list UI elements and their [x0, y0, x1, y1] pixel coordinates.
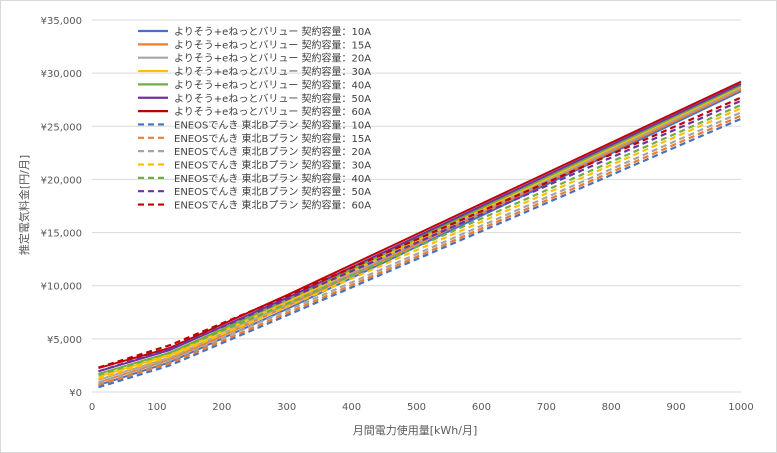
legend-label: ENEOSでんき 東北Bプラン 契約容量：15A: [174, 132, 371, 145]
x-tick-label: 400: [342, 402, 361, 413]
x-tick-label: 500: [407, 402, 426, 413]
x-tick-label: 1000: [728, 402, 753, 413]
x-tick-label: 700: [537, 402, 556, 413]
y-tick-label: ¥0: [69, 388, 82, 399]
legend-label: ENEOSでんき 東北Bプラン 契約容量：10A: [174, 118, 371, 131]
x-tick-label: 800: [602, 402, 621, 413]
series-line-7: [98, 80, 742, 370]
legend-label: ENEOSでんき 東北Bプラン 契約容量：20A: [174, 145, 371, 158]
legend-label: よりそう+eねっとバリュー 契約容量：10A: [174, 25, 371, 38]
y-tick-label: ¥10,000: [41, 282, 82, 293]
legend-label: よりそう+eねっとバリュー 契約容量：40A: [174, 78, 371, 91]
y-tick-label: ¥5,000: [47, 335, 82, 346]
y-axis-title: 推定電気料金[円/月]: [17, 155, 31, 255]
y-tick-label: ¥35,000: [41, 16, 82, 27]
legend-label: ENEOSでんき 東北Bプラン 契約容量：60A: [174, 199, 371, 212]
series-line-2: [98, 88, 742, 384]
y-tick-label: ¥25,000: [41, 122, 82, 133]
series-line-5: [98, 84, 742, 375]
x-tick-label: 200: [212, 402, 231, 413]
legend-label: よりそう+eねっとバリュー 契約容量：50A: [174, 92, 371, 105]
x-tick-label: 0: [89, 402, 95, 413]
legend-label: ENEOSでんき 東北Bプラン 契約容量：30A: [174, 159, 371, 172]
y-tick-label: ¥20,000: [41, 175, 82, 186]
y-tick-label: ¥15,000: [41, 229, 82, 240]
x-axis-ticks: 0 100 200 300 400 500 600 700 800 900 1000: [89, 402, 754, 413]
legend-label: よりそう+eねっとバリュー 契約容量：15A: [174, 38, 371, 51]
legend-label: よりそう+eねっとバリュー 契約容量：30A: [174, 65, 371, 78]
x-axis-title: 月間電力使用量[kWh/月]: [353, 424, 478, 437]
legend-label: よりそう+eねっとバリュー 契約容量：20A: [174, 52, 371, 65]
x-tick-label: 600: [472, 402, 491, 413]
y-tick-label: ¥30,000: [41, 69, 82, 80]
x-tick-label: 100: [147, 402, 166, 413]
series-line-1: [98, 90, 742, 387]
series-line-4: [98, 85, 742, 378]
y-axis-ticks: ¥0 ¥5,000 ¥10,000 ¥15,000 ¥20,000 ¥25,000 ¥30,…: [41, 16, 82, 399]
x-tick-label: 300: [277, 402, 296, 413]
x-tick-label: 900: [667, 402, 686, 413]
legend-label: よりそう+eねっとバリュー 契約容量：60A: [174, 105, 371, 118]
series-lines: [98, 80, 742, 389]
series-line-6: [98, 82, 742, 373]
legend-label: ENEOSでんき 東北Bプラン 契約容量：40A: [174, 172, 371, 185]
legend-label: ENEOSでんき 東北Bプラン 契約容量：50A: [174, 185, 371, 198]
series-line-3: [98, 87, 742, 381]
